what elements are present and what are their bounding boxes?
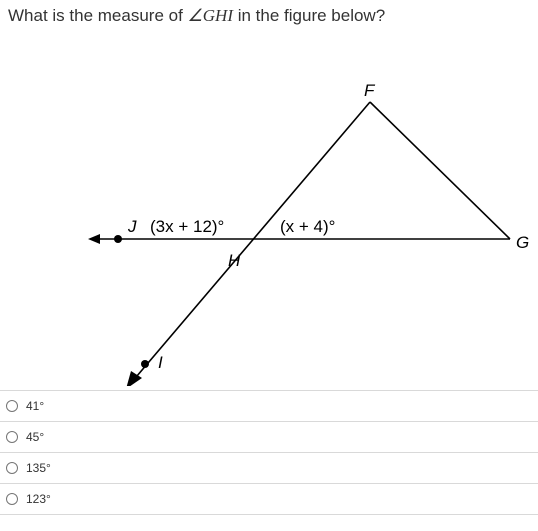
option-0-label: 41° [26, 399, 44, 413]
question-prefix: What is the measure of [8, 6, 188, 25]
answer-options: 41° 45° 135° 123° [0, 390, 538, 515]
geometry-figure: F G H J I (3x + 12)° (x + 4)° [0, 34, 538, 386]
label-g: G [516, 233, 529, 252]
label-i: I [158, 353, 163, 372]
option-2-radio[interactable] [6, 462, 18, 474]
expr-left: (3x + 12)° [150, 217, 224, 236]
angle-name: GHI [203, 6, 233, 25]
option-1[interactable]: 45° [0, 421, 538, 452]
arrowhead-j [88, 234, 100, 244]
option-3-radio[interactable] [6, 493, 18, 505]
figure-container: F G H J I (3x + 12)° (x + 4)° [0, 34, 538, 386]
option-2[interactable]: 135° [0, 452, 538, 483]
expr-right: (x + 4)° [280, 217, 335, 236]
option-0[interactable]: 41° [0, 390, 538, 421]
question-suffix: in the figure below? [233, 6, 385, 25]
label-j: J [127, 217, 137, 236]
option-3-label: 123° [26, 492, 51, 506]
line-fi [131, 102, 370, 383]
angle-symbol: ∠ [188, 6, 203, 25]
option-2-label: 135° [26, 461, 51, 475]
point-j-dot [114, 235, 122, 243]
option-3[interactable]: 123° [0, 483, 538, 515]
point-i-dot [141, 360, 149, 368]
line-fg [370, 102, 510, 239]
question-text: What is the measure of ∠GHI in the figur… [0, 0, 538, 34]
option-1-radio[interactable] [6, 431, 18, 443]
label-f: F [364, 81, 376, 100]
option-1-label: 45° [26, 430, 44, 444]
label-h: H [228, 251, 241, 270]
option-0-radio[interactable] [6, 400, 18, 412]
